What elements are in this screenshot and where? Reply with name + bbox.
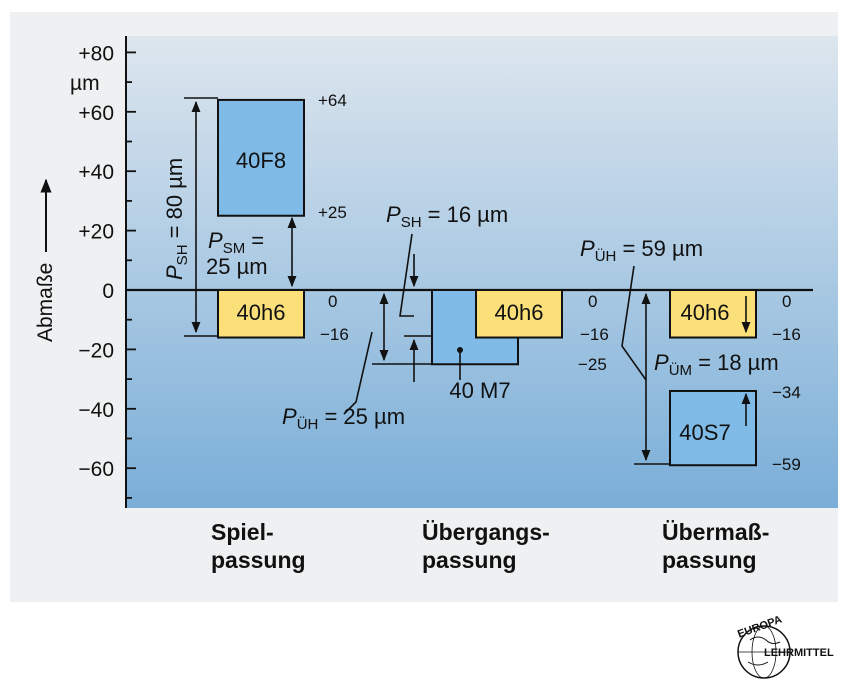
y-axis-label-group: Abmaße [34,178,57,342]
spiel-shaft-box [217,289,305,339]
y-tick-label: −60 [78,458,114,481]
spiel-shaft-box-label: 40h6 [237,300,286,325]
uebergang-shaft-box-label: 40h6 [495,300,544,325]
uebermass-shaft-box-label: 40h6 [681,300,730,325]
uebermass-shaft-lower: −16 [772,325,801,344]
y-tick-label: −20 [78,339,114,362]
uebergang-shaft-box [475,289,563,339]
spiel-hole-lower: +25 [318,203,347,222]
uebergang-hole-box-label: 40 M7 [449,378,510,403]
spiel-hole-upper: +64 [318,91,347,110]
spiel-hole-box [217,98,305,217]
category-spiel-line1: Spiel- [211,519,274,545]
uebergang-hole-lower: −25 [578,355,607,374]
category-spiel-line2: passung [211,547,306,573]
uebergang-puh-label: PÜH = 25 µm [282,404,405,433]
uebergang-shaft-upper: 0 [588,292,597,311]
uebermass-hole-upper: −34 [772,383,801,402]
uebermass-hole-box [669,389,757,467]
uebermass-hole-lower: −59 [772,455,801,474]
spiel-shaft-upper: 0 [328,292,337,311]
category-uebermass-line1: Übermaß- [662,519,769,545]
y-tick-label: +40 [78,161,114,184]
y-tick-label: +80 [78,42,114,65]
uebermass-annotations: PÜH = 59 µm PÜM = 18 µm 0 −16 −34 −59 [580,236,801,474]
y-unit-label: µm [70,72,100,95]
y-tick-label: +60 [78,102,114,125]
uebergang-psh-label: PSH = 16 µm [386,202,508,231]
spiel-psm-value: 25 µm [206,254,268,279]
uebergang-annotations: PSH = 16 µm PÜH = 25 µm 0 −16 −25 [282,202,609,433]
y-tick-label: −40 [78,399,114,422]
category-labels: Spiel- passung Übergangs- passung Überma… [211,519,769,573]
europa-lehrmittel-logo: EUROPA LEHRMITTEL [736,614,834,679]
category-uebergang-line2: passung [422,547,517,573]
y-tick-label: +20 [78,221,114,244]
spiel-hole-box-label: 40F8 [236,148,286,173]
spiel-psh-label: PSH = 80 µm [162,158,191,280]
spiel-shaft-lower: −16 [320,325,349,344]
y-axis-label: Abmaße [34,263,57,342]
uebermass-pum-label: PÜM = 18 µm [654,350,779,379]
logo-lehrmittel-text: LEHRMITTEL [764,647,834,659]
spiel-annotations: +64 +25 0 −16 PSH = 80 µm PSM = 25 µm [162,91,349,344]
y-tick-label: 0 [102,280,114,303]
category-uebermass-line2: passung [662,547,757,573]
uebergang-shaft-lower: −16 [580,325,609,344]
uebermass-puh-label: PÜH = 59 µm [580,236,703,265]
uebermass-shaft-upper: 0 [782,292,791,311]
uebermass-hole-box-label: 40S7 [679,420,730,445]
category-uebergang-line1: Übergangs- [422,519,550,545]
spiel-psm-label: PSM = [208,228,264,257]
